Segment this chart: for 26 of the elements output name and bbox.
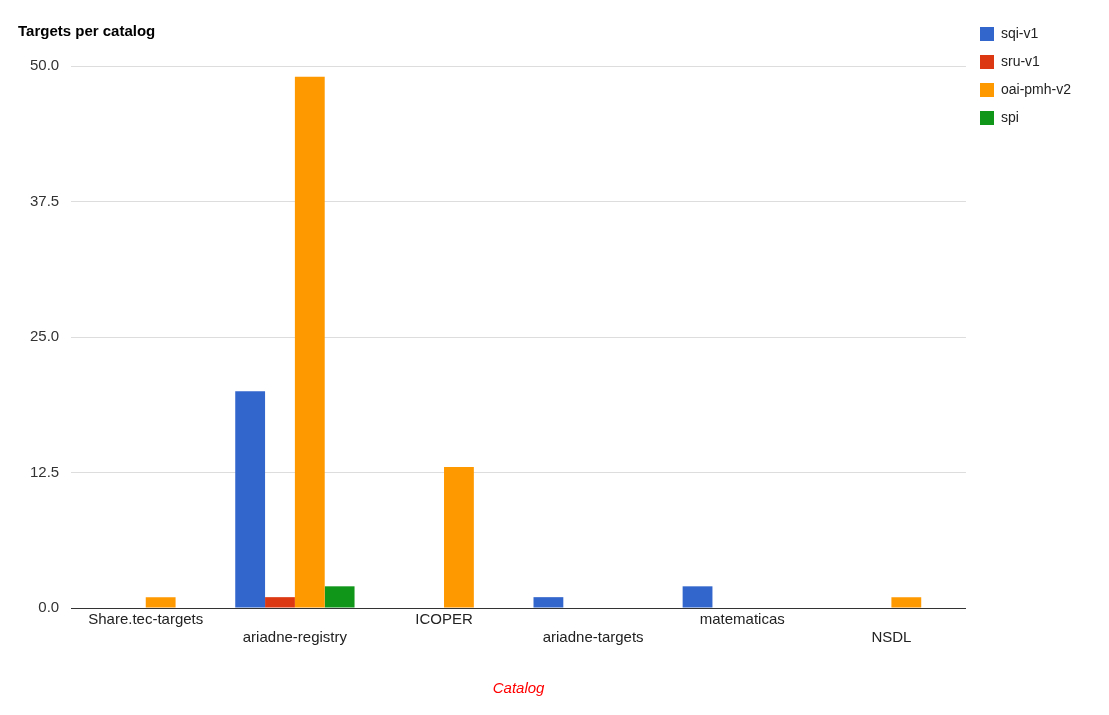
bar [891, 597, 922, 608]
x-tick-label: Share.tec-targets [88, 610, 204, 628]
x-tick-label: ariadne-registry [242, 628, 348, 646]
bar [533, 597, 564, 608]
bar [294, 76, 325, 608]
x-tick-label: NSDL [871, 628, 912, 646]
bar [444, 467, 474, 608]
x-tick-label: ICOPER [415, 610, 473, 628]
legend-label: sqi-v1 [1000, 24, 1039, 41]
x-axis-title: Catalog [492, 679, 546, 697]
legend-label: sru-v1 [1000, 52, 1041, 69]
bar [265, 597, 295, 608]
chart-title: Targets per catalog [18, 22, 156, 40]
legend-label: spi [1000, 108, 1019, 125]
x-tick-label: matematicas [699, 610, 785, 628]
bar [235, 391, 266, 608]
y-tick-label: 25.0 [29, 327, 60, 345]
legend-label: oai-pmh-v2 [1000, 80, 1072, 97]
y-tick-label: 0.0 [38, 598, 60, 616]
bar [324, 586, 355, 608]
bar [145, 597, 176, 608]
y-tick-label: 12.5 [29, 462, 60, 480]
y-tick-label: 50.0 [29, 56, 60, 74]
y-tick-label: 37.5 [29, 191, 60, 209]
bar [682, 586, 713, 608]
x-tick-label: ariadne-targets [542, 628, 644, 646]
